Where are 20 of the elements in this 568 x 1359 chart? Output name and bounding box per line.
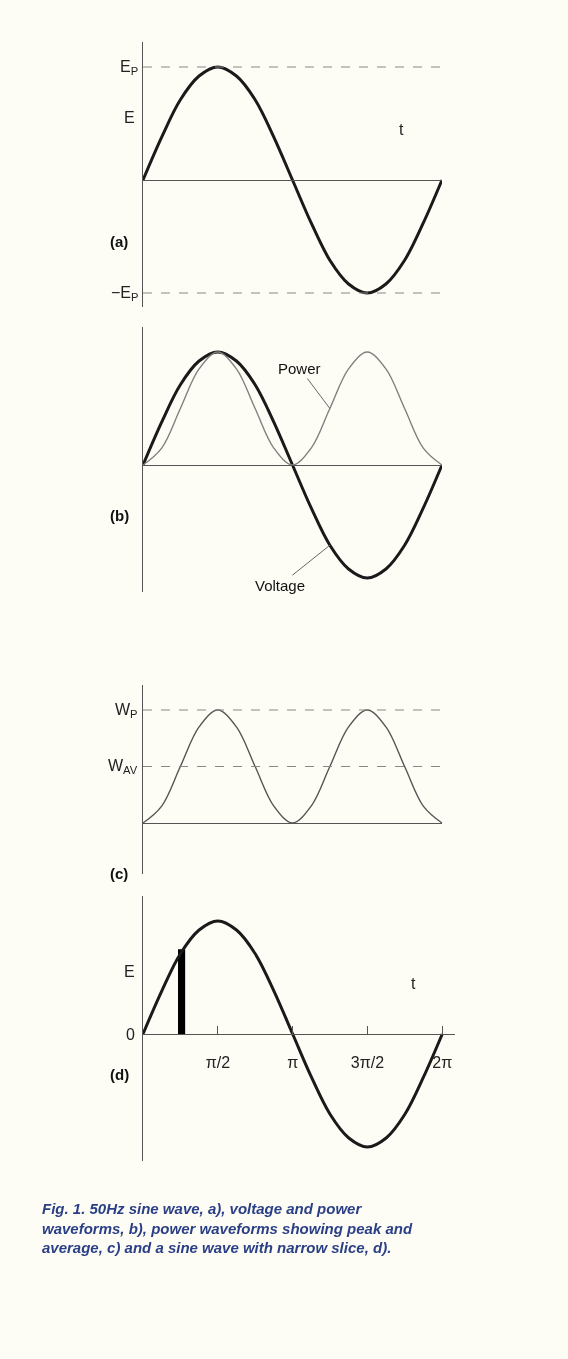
series-label: Power xyxy=(278,360,321,377)
text: (d) xyxy=(110,1066,130,1083)
y-axis-title: E xyxy=(124,109,135,126)
caption: Fig. 1. 50Hz sine wave, a), voltage and power waveforms, b), power waveforms showing peak and average, c) and a sine wave with narrow slice, d). xyxy=(42,1200,413,1256)
x-tick-label: π xyxy=(287,1054,299,1072)
text: (b) xyxy=(110,507,130,524)
y-axis-title: E xyxy=(124,963,135,980)
ref-line-label: E$_{P}$ xyxy=(120,58,139,78)
text: Voltage xyxy=(255,577,306,594)
ref-line-label: W$_{P}$ xyxy=(115,701,138,721)
x-axis-title: t xyxy=(411,975,416,992)
x-tick-label: 2π xyxy=(432,1054,453,1072)
x-tick-label: π/2 xyxy=(205,1054,231,1072)
x-tick-label: 3π/2 xyxy=(350,1054,385,1072)
ref-line-label: W$_{AV}$ xyxy=(108,757,138,777)
ref-line-label: −E$_{P}$ xyxy=(111,284,139,304)
annotation: 0 xyxy=(126,1026,135,1043)
text: (c) xyxy=(110,865,129,882)
x-axis-title: t xyxy=(399,121,404,138)
text: (a) xyxy=(110,233,129,250)
